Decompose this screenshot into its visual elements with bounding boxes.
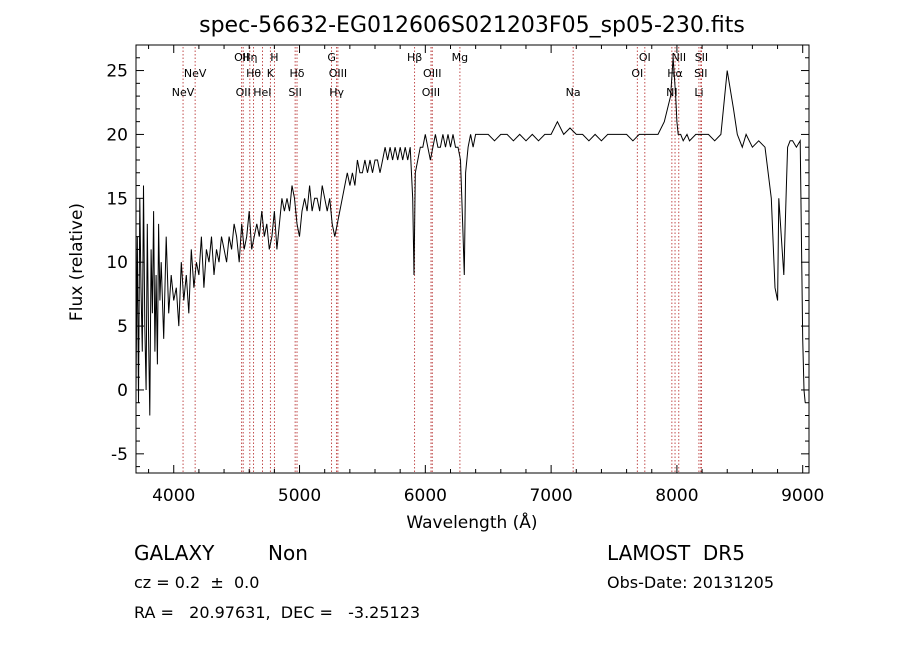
- y-axis-ticks: -5 0 5 10 15 20 25: [106, 57, 809, 468]
- line-marker-label: G: [327, 51, 336, 64]
- x-tick-label: 5000: [278, 486, 321, 506]
- y-axis-label: Flux (relative): [67, 203, 87, 321]
- y-tick-label: 10: [106, 253, 128, 273]
- x-tick-label: 4000: [152, 486, 195, 506]
- line-marker-label: NeV: [184, 67, 207, 80]
- line-marker-label: Hγ: [329, 86, 344, 99]
- x-axis-ticks: 4000 5000 6000 7000 8000 9000: [148, 45, 824, 506]
- x-axis-label: Wavelength (Å): [406, 511, 537, 533]
- y-tick-label: 25: [106, 62, 128, 82]
- line-marker-label: Hη: [242, 51, 257, 64]
- line-marker-label: OII: [234, 51, 249, 64]
- line-marker-label: Hα: [667, 67, 683, 80]
- x-tick-label: 8000: [655, 486, 698, 506]
- y-tick-label: 5: [117, 317, 128, 337]
- survey-name: LAMOST DR5: [607, 541, 745, 565]
- line-marker-label: OI: [631, 67, 643, 80]
- line-marker-label: Mg: [452, 51, 468, 64]
- line-marker-label: Li: [694, 86, 703, 99]
- object-subclass: Non: [268, 541, 308, 565]
- line-marker-label: Na: [566, 86, 581, 99]
- x-tick-label: 9000: [781, 486, 824, 506]
- y-tick-label: 15: [106, 189, 128, 209]
- plot-frame: [135, 44, 810, 474]
- line-marker-label: Hδ: [290, 67, 305, 80]
- line-marker-label: OII: [236, 86, 251, 99]
- line-marker-label: SII: [288, 86, 301, 99]
- line-marker-label: NII: [671, 51, 686, 64]
- line-marker-label: OI: [639, 51, 651, 64]
- line-marker-label: H: [270, 51, 278, 64]
- line-marker-label: Hβ: [407, 51, 422, 64]
- redshift-text: cz = 0.2 ± 0.0: [134, 573, 260, 592]
- object-class: GALAXY: [134, 541, 215, 565]
- line-marker-label: K: [267, 67, 275, 80]
- y-tick-label: 0: [117, 381, 128, 401]
- emission-line-markers: [182, 47, 702, 472]
- spectrum-line: [135, 57, 806, 416]
- line-marker-label: HeI: [253, 86, 271, 99]
- line-marker-label: Hθ: [246, 67, 261, 80]
- line-marker-label: SII: [695, 51, 708, 64]
- line-marker-label: NI: [666, 86, 677, 99]
- line-marker-label: NeV: [172, 86, 195, 99]
- x-tick-label: 6000: [404, 486, 447, 506]
- y-tick-label: 20: [106, 125, 128, 145]
- line-marker-label: OIII: [423, 67, 441, 80]
- line-marker-label: SII: [694, 67, 707, 80]
- obs-date: Obs-Date: 20131205: [607, 573, 775, 592]
- chart-title: spec-56632-EG012606S021203F05_sp05-230.f…: [199, 13, 745, 38]
- y-tick-label: -5: [111, 445, 128, 465]
- x-tick-label: 7000: [529, 486, 572, 506]
- coordinates-text: RA = 20.97631, DEC = -3.25123: [134, 603, 421, 622]
- line-marker-label: OIII: [329, 67, 347, 80]
- line-marker-label: OIII: [422, 86, 440, 99]
